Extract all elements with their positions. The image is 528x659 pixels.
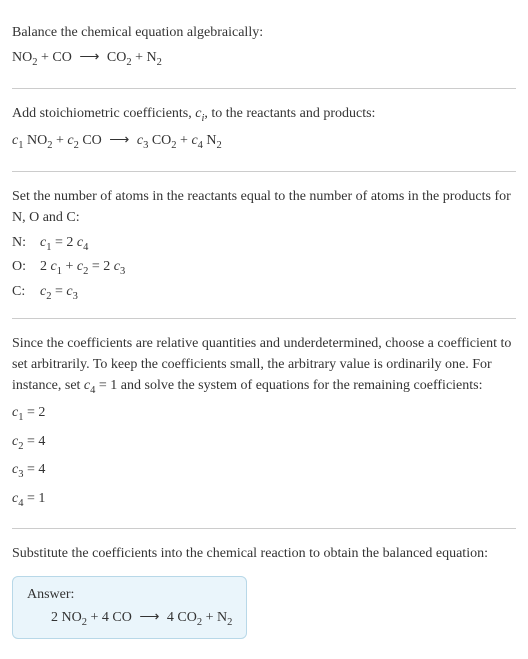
s2-plus-1: + (52, 133, 67, 148)
balanced-equation: 2 NO2 + 4 CO ⟶ 4 CO2 + N2 (27, 609, 232, 628)
answer-title: Substitute the coefficients into the che… (12, 543, 516, 564)
section-answer: Substitute the coefficients into the che… (12, 529, 516, 651)
solve-title-b: = 1 and solve the system of equations fo… (95, 378, 482, 393)
o-rhs-sub: 3 (120, 266, 125, 277)
c-rhs-sub: 3 (73, 291, 78, 302)
c-eq: = (51, 284, 66, 299)
section-problem: Balance the chemical equation algebraica… (12, 8, 516, 89)
ans-plus2: + (202, 610, 217, 625)
atom-eq-o: 2 c1 + c2 = 2 c3 (40, 256, 125, 281)
solution-c2: c2 = 4 (12, 431, 516, 456)
atom-row-c: C: c2 = c3 (12, 281, 516, 306)
ans-n1: 2 (51, 610, 62, 625)
answer-label: Answer: (27, 587, 232, 603)
sol2-val: = 4 (23, 434, 45, 449)
title-part-a: Add stoichiometric coefficients, (12, 106, 195, 121)
section-coefficients: Add stoichiometric coefficients, ci, to … (12, 89, 516, 172)
atom-row-o: O: 2 c1 + c2 = 2 c3 (12, 256, 516, 281)
s2-reactant-2: CO (82, 133, 101, 148)
ans-arrow-icon: ⟶ (132, 610, 167, 625)
atom-label-n: N: (12, 232, 40, 257)
ans-p2: N (217, 610, 227, 625)
section-atom-balance: Set the number of atoms in the reactants… (12, 172, 516, 319)
ans-plus1: + (87, 610, 102, 625)
atom-eq-c: c2 = c3 (40, 281, 78, 306)
o-mid: + (62, 259, 77, 274)
s2-plus-2: + (177, 133, 192, 148)
atom-row-n: N: c1 = 2 c4 (12, 232, 516, 257)
atom-label-o: O: (12, 256, 40, 281)
solution-c4: c4 = 1 (12, 488, 516, 513)
ans-r2: CO (112, 610, 131, 625)
s2-reactant-1: NO (27, 133, 47, 148)
s2-arrow-icon: ⟶ (102, 133, 137, 148)
coefficients-title: Add stoichiometric coefficients, ci, to … (12, 103, 516, 127)
product-1: CO (107, 50, 126, 65)
reactant-2: CO (52, 50, 71, 65)
sol4-val: = 1 (23, 491, 45, 506)
atom-equations: N: c1 = 2 c4 O: 2 c1 + c2 = 2 c3 C: c2 =… (12, 232, 516, 306)
ans-p2-sub: 2 (227, 617, 232, 628)
solution-c1: c1 = 2 (12, 402, 516, 427)
ans-n3: 4 (167, 610, 178, 625)
n-eq: = 2 (51, 235, 76, 250)
sol3-val: = 4 (23, 462, 45, 477)
plus-1: + (37, 50, 52, 65)
solve-title: Since the coefficients are relative quan… (12, 333, 516, 399)
arrow-icon: ⟶ (72, 50, 107, 65)
answer-box: Answer: 2 NO2 + 4 CO ⟶ 4 CO2 + N2 (12, 576, 247, 639)
ans-n2: 4 (102, 610, 113, 625)
s2-product-1: CO (152, 133, 171, 148)
s2-product-2-sub: 2 (217, 140, 222, 151)
coefficient-equation: c1 NO2 + c2 CO ⟶ c3 CO2 + c4 N2 (12, 130, 516, 155)
section-solve: Since the coefficients are relative quan… (12, 319, 516, 530)
unbalanced-equation: NO2 + CO ⟶ CO2 + N2 (12, 47, 516, 72)
atom-eq-n: c1 = 2 c4 (40, 232, 88, 257)
n-rhs-sub: 4 (83, 242, 88, 253)
ans-p1: CO (177, 610, 196, 625)
o-lhs-pre: 2 (40, 259, 51, 274)
title-part-b: , to the reactants and products: (204, 106, 375, 121)
solution-c3: c3 = 4 (12, 459, 516, 484)
atom-balance-title: Set the number of atoms in the reactants… (12, 186, 516, 228)
reactant-1: NO (12, 50, 32, 65)
sol1-val: = 2 (23, 405, 45, 420)
o-eq: = 2 (88, 259, 113, 274)
product-2-sub: 2 (157, 57, 162, 68)
plus-2: + (132, 50, 147, 65)
product-2: N (147, 50, 157, 65)
problem-title: Balance the chemical equation algebraica… (12, 22, 516, 43)
atom-label-c: C: (12, 281, 40, 306)
ans-r1: NO (62, 610, 82, 625)
s2-product-2: N (206, 133, 216, 148)
document-container: Balance the chemical equation algebraica… (0, 0, 528, 659)
